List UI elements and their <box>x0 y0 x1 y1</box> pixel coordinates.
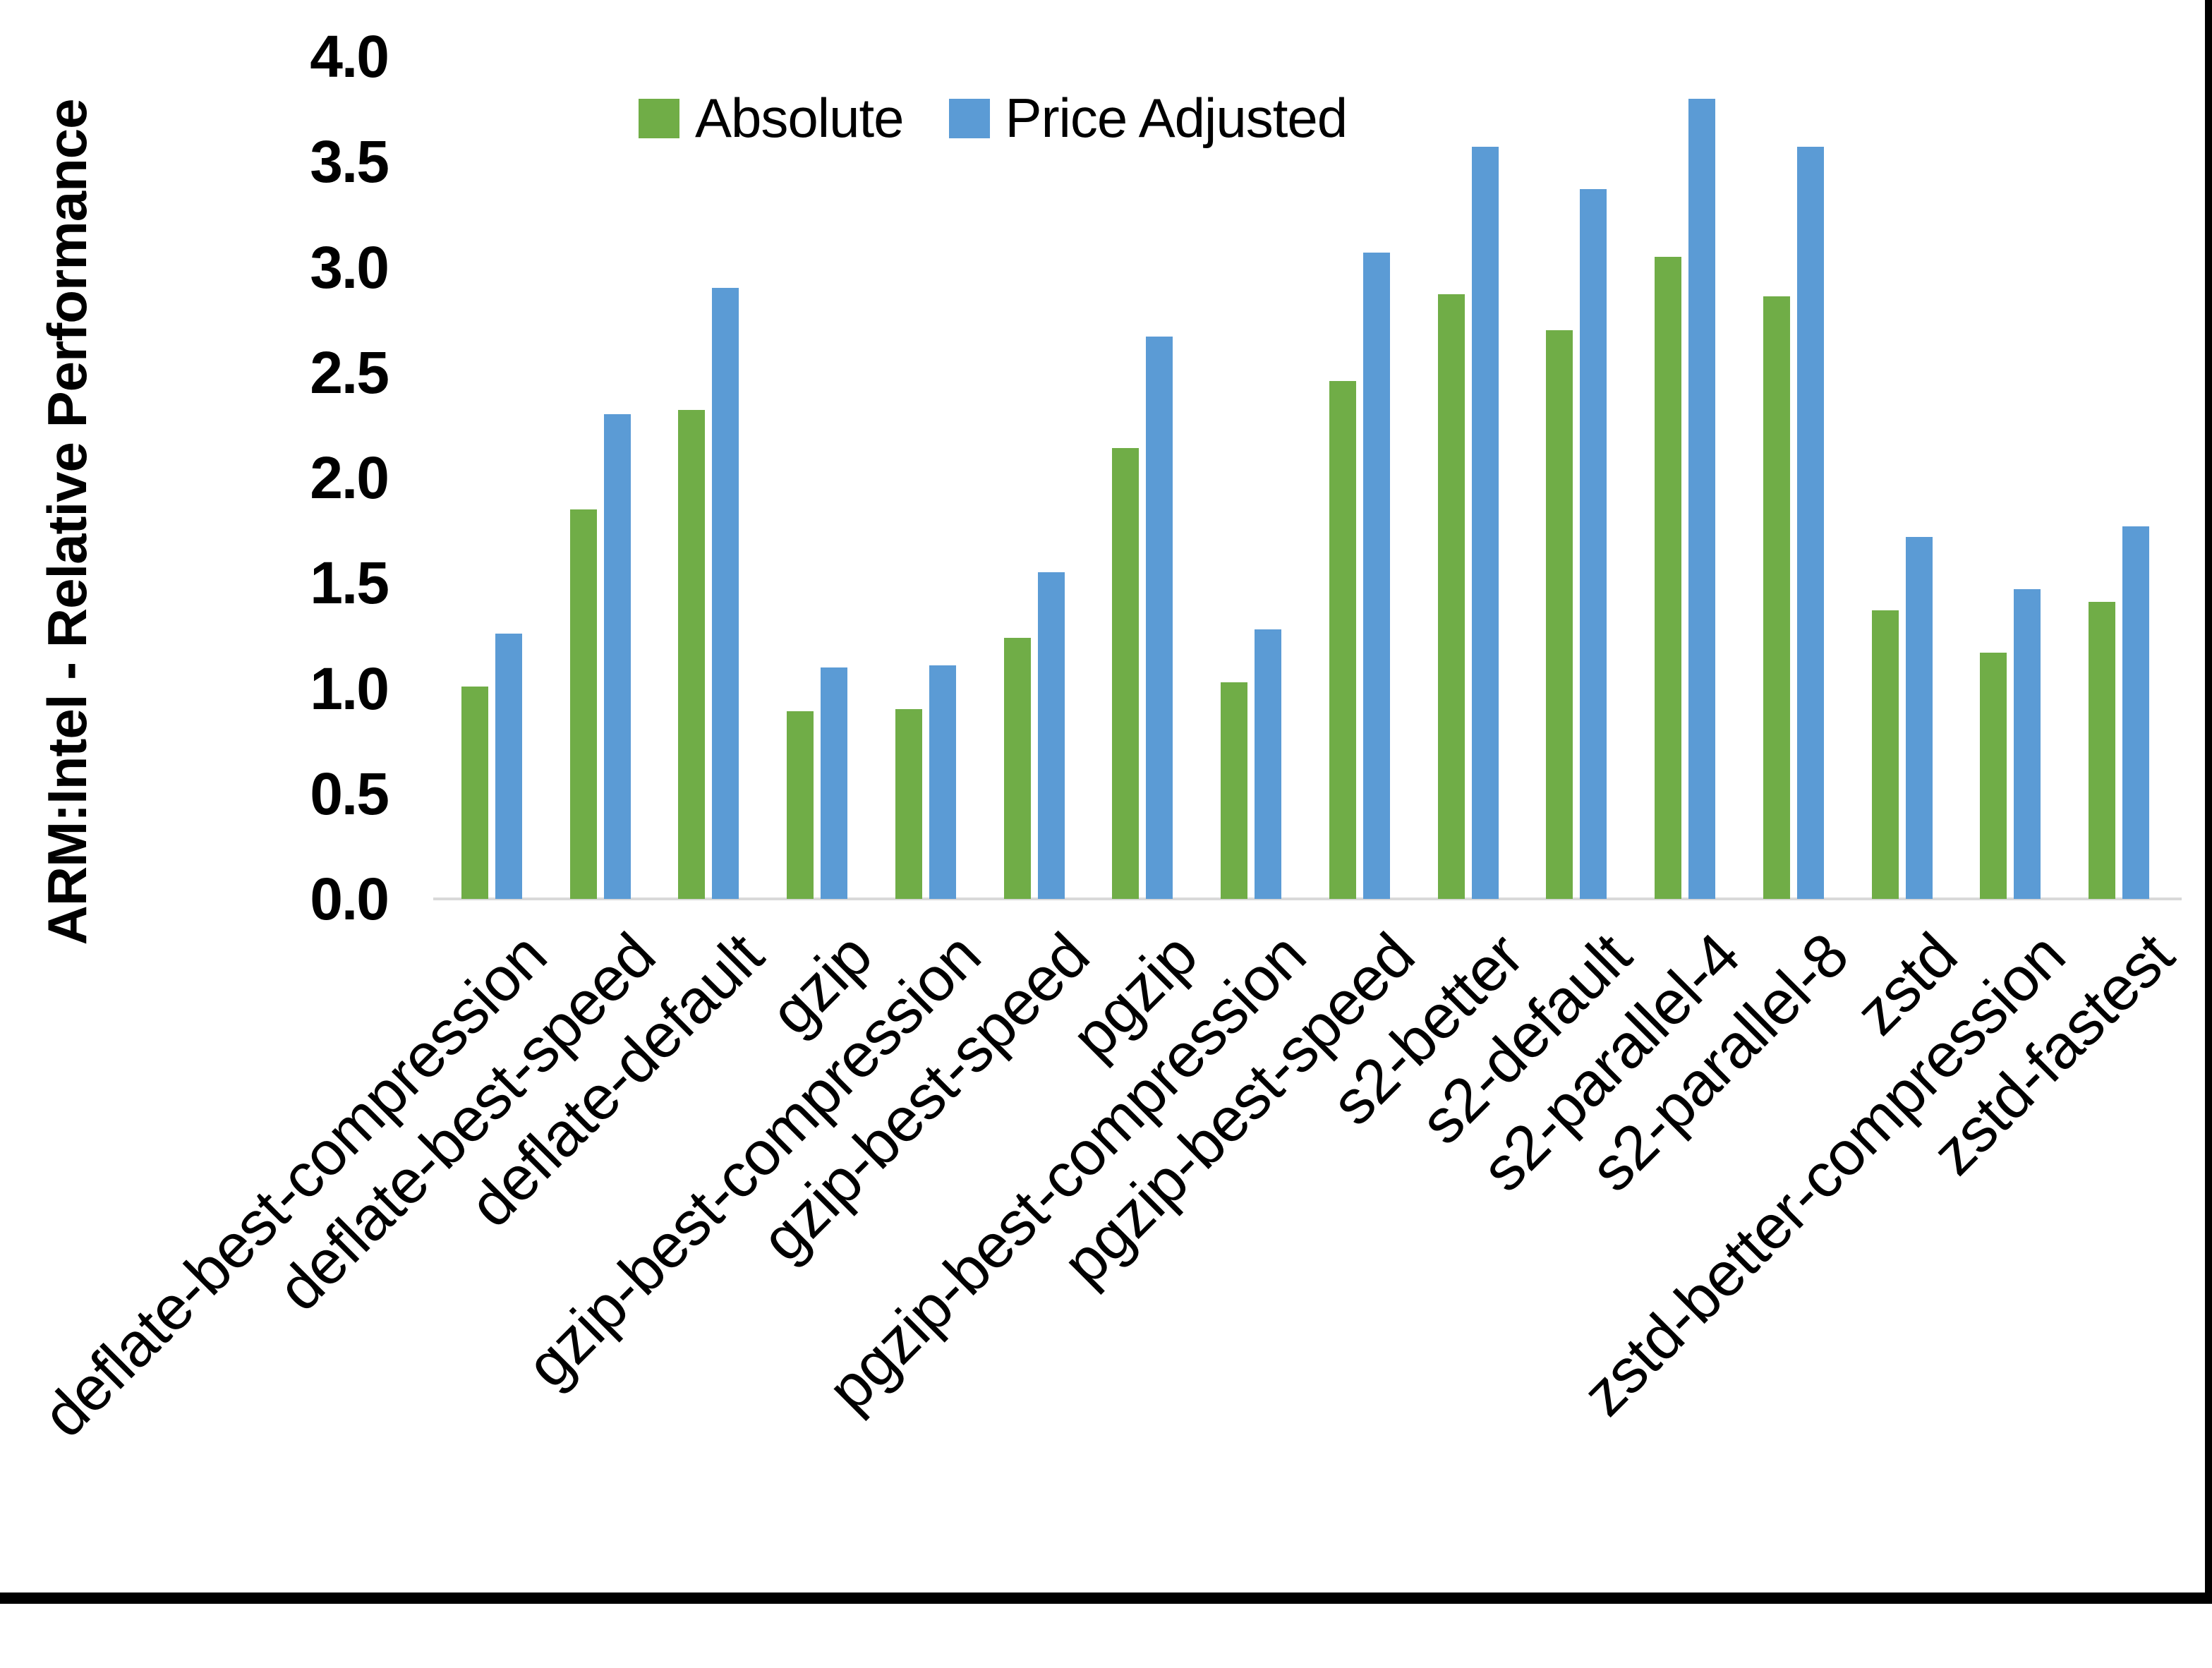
bar-group <box>1848 56 1957 899</box>
bar-group <box>871 56 980 899</box>
y-tick-label: 1.0 <box>310 655 389 722</box>
bar-group <box>546 56 655 899</box>
bar-absolute <box>461 686 488 899</box>
bar-groups <box>437 56 2173 899</box>
bar-price-adjusted <box>1796 147 1824 899</box>
plot-area <box>433 56 2182 900</box>
bar-absolute <box>1112 448 1140 899</box>
bar-group <box>1414 56 1523 899</box>
bar-group <box>655 56 763 899</box>
bar-group <box>1739 56 1848 899</box>
y-tick-label: 3.5 <box>310 128 389 195</box>
bar-absolute <box>1003 637 1031 899</box>
bar-group <box>1089 56 1197 899</box>
bar-group <box>980 56 1089 899</box>
bar-price-adjusted <box>495 633 522 899</box>
y-tick-label: 2.5 <box>310 339 389 406</box>
bar-group <box>1631 56 1739 899</box>
x-axis-line <box>433 898 2182 900</box>
bar-group <box>437 56 546 899</box>
legend-label: Absolute <box>695 87 905 149</box>
bar-absolute <box>1763 296 1790 899</box>
y-tick-label: 0.0 <box>310 866 389 932</box>
bar-absolute <box>1871 610 1899 899</box>
window-border-bottom <box>0 1593 2212 1604</box>
y-tick-label: 3.0 <box>310 234 389 301</box>
bar-group <box>763 56 871 899</box>
bar-price-adjusted <box>2014 589 2041 899</box>
bar-absolute <box>1329 380 1356 899</box>
bar-group <box>2065 56 2173 899</box>
bar-absolute <box>1546 330 1573 899</box>
bar-price-adjusted <box>1037 572 1065 899</box>
legend: Absolute Price Adjusted <box>639 86 1348 150</box>
y-tick-label: 2.0 <box>310 445 389 511</box>
window-border-right <box>2205 0 2212 1604</box>
bar-absolute <box>2089 602 2116 899</box>
bar-price-adjusted <box>603 414 631 899</box>
legend-swatch-icon <box>948 98 990 138</box>
legend-swatch-icon <box>639 98 679 138</box>
bar-price-adjusted <box>1688 98 1716 899</box>
bar-absolute <box>1221 682 1248 899</box>
bar-absolute <box>1655 256 1682 899</box>
bar-chart-figure: ARM:Intel - Relative Performance 0.0 0.5 1… <box>0 0 2212 1604</box>
y-tick-label: 4.0 <box>310 23 389 90</box>
bar-price-adjusted <box>2122 526 2150 899</box>
bar-price-adjusted <box>1580 189 1607 899</box>
bar-price-adjusted <box>712 288 739 899</box>
bar-price-adjusted <box>929 665 956 899</box>
y-tick-label: 1.5 <box>310 550 389 617</box>
bar-absolute <box>1980 652 2007 899</box>
y-axis-title: ARM:Intel - Relative Performance <box>36 99 98 945</box>
bar-price-adjusted <box>1255 629 1282 899</box>
bar-group <box>1523 56 1631 899</box>
bar-group <box>1957 56 2065 899</box>
bar-price-adjusted <box>1471 147 1499 899</box>
bar-price-adjusted <box>821 667 848 899</box>
bar-absolute <box>678 410 706 899</box>
legend-item-price-adjusted: Price Adjusted <box>948 86 1348 150</box>
legend-item-absolute: Absolute <box>639 86 905 150</box>
bar-group <box>1197 56 1305 899</box>
bar-price-adjusted <box>1905 536 1933 899</box>
y-tick-label: 0.5 <box>310 760 389 827</box>
bar-price-adjusted <box>1362 252 1390 899</box>
bar-group <box>1305 56 1414 899</box>
legend-label: Price Adjusted <box>1005 87 1348 149</box>
bar-absolute <box>569 509 597 899</box>
bar-absolute <box>895 709 922 899</box>
bar-absolute <box>787 711 814 899</box>
bar-price-adjusted <box>1146 337 1173 899</box>
bar-absolute <box>1437 294 1465 899</box>
